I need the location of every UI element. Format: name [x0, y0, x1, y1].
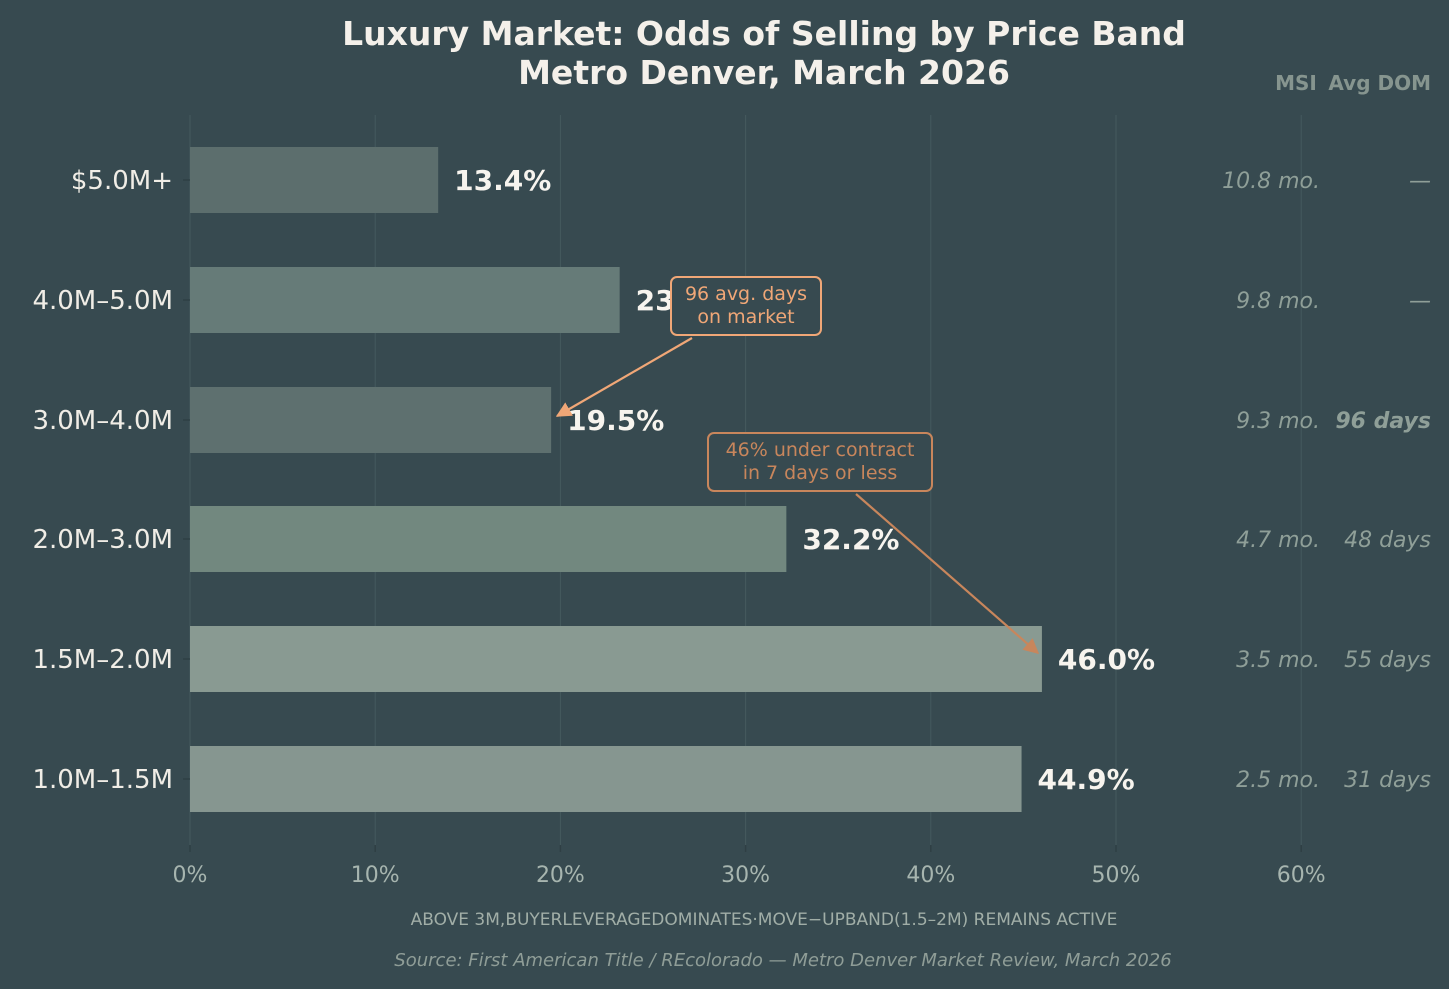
value-labels: 13.4% 23 19.5% 32.2% 46.0% 44.9%: [454, 164, 1155, 796]
msi-value: 3.5 mo.: [1236, 648, 1320, 673]
avg-dom-column-header: Avg DOM: [1328, 71, 1431, 95]
x-tick-label: 10%: [351, 863, 400, 888]
bar: [190, 147, 439, 213]
category-label: $5.0M+: [71, 166, 173, 196]
gridlines: [189, 115, 1302, 845]
bar: [190, 267, 620, 333]
annotation-text: 46% under contract: [726, 439, 915, 461]
x-axis: 0% 10% 20% 30% 40% 50% 60%: [173, 845, 1326, 888]
annotation-box: [707, 432, 933, 492]
annotation-arrow: [555, 337, 693, 417]
bar-value-label: 19.5%: [567, 404, 664, 437]
annotation-text: in 7 days or less: [743, 462, 898, 484]
x-tick-label: 40%: [906, 863, 955, 888]
x-tick-label: 60%: [1277, 863, 1326, 888]
x-tick-label: 50%: [1092, 863, 1141, 888]
msi-value: 10.8 mo.: [1222, 169, 1320, 194]
bar: [190, 746, 1022, 812]
bar-value-label: 32.2%: [802, 523, 899, 556]
category-label: 1.0M–1.5M: [32, 765, 173, 795]
avg-dom-value: —: [1409, 289, 1431, 314]
category-label: 2.0M–3.0M: [32, 525, 173, 555]
bar-value-label: 46.0%: [1058, 643, 1155, 676]
msi-value: 9.3 mo.: [1236, 409, 1320, 434]
category-label: 1.5M–2.0M: [32, 645, 173, 675]
avg-dom-value: 48 days: [1344, 528, 1431, 553]
x-tick-label: 0%: [173, 863, 208, 888]
msi-value: 2.5 mo.: [1236, 768, 1320, 793]
side-columns: 10.8 mo. — 9.8 mo. — 9.3 mo. 96 days 4.7 mo. 48…: [1222, 169, 1431, 793]
category-label: 4.0M–5.0M: [32, 286, 173, 316]
bar-value-label: 23: [636, 284, 675, 317]
avg-dom-value: 96 days: [1335, 409, 1431, 434]
msi-value: 4.7 mo.: [1236, 528, 1320, 553]
x-tick-label: 30%: [721, 863, 770, 888]
bar-value-label: 44.9%: [1038, 763, 1135, 796]
avg-dom-value: 55 days: [1344, 648, 1431, 673]
bar: [190, 626, 1042, 692]
chart-title: Luxury Market: Odds of Selling by Price …: [342, 14, 1186, 53]
bars: [190, 147, 1042, 812]
chart-source: Source: First American Title / REcolorad…: [394, 950, 1171, 971]
msi-column-header: MSI: [1275, 71, 1317, 95]
category-axis: $5.0M+ 4.0M–5.0M 3.0M–4.0M 2.0M–3.0M 1.5M–2.…: [32, 166, 190, 795]
bar: [190, 387, 552, 453]
chart-footnote: ABOVE 3M,BUYERLEVERAGEDOMINATES·MOVE−UPB…: [411, 910, 1118, 930]
avg-dom-value: 31 days: [1344, 768, 1431, 793]
bar-value-label: 13.4%: [454, 164, 551, 197]
annotation-text: 96 avg. days: [685, 283, 807, 305]
annotation-box: [670, 276, 822, 336]
avg-dom-value: —: [1409, 169, 1431, 194]
x-tick-label: 20%: [536, 863, 585, 888]
category-label: 3.0M–4.0M: [32, 406, 173, 436]
annotation-arrow: [855, 493, 1040, 655]
chart-subtitle: Metro Denver, March 2026: [518, 53, 1010, 92]
msi-value: 9.8 mo.: [1236, 289, 1320, 314]
bar: [190, 506, 787, 572]
annotation-text: on market: [697, 306, 794, 328]
